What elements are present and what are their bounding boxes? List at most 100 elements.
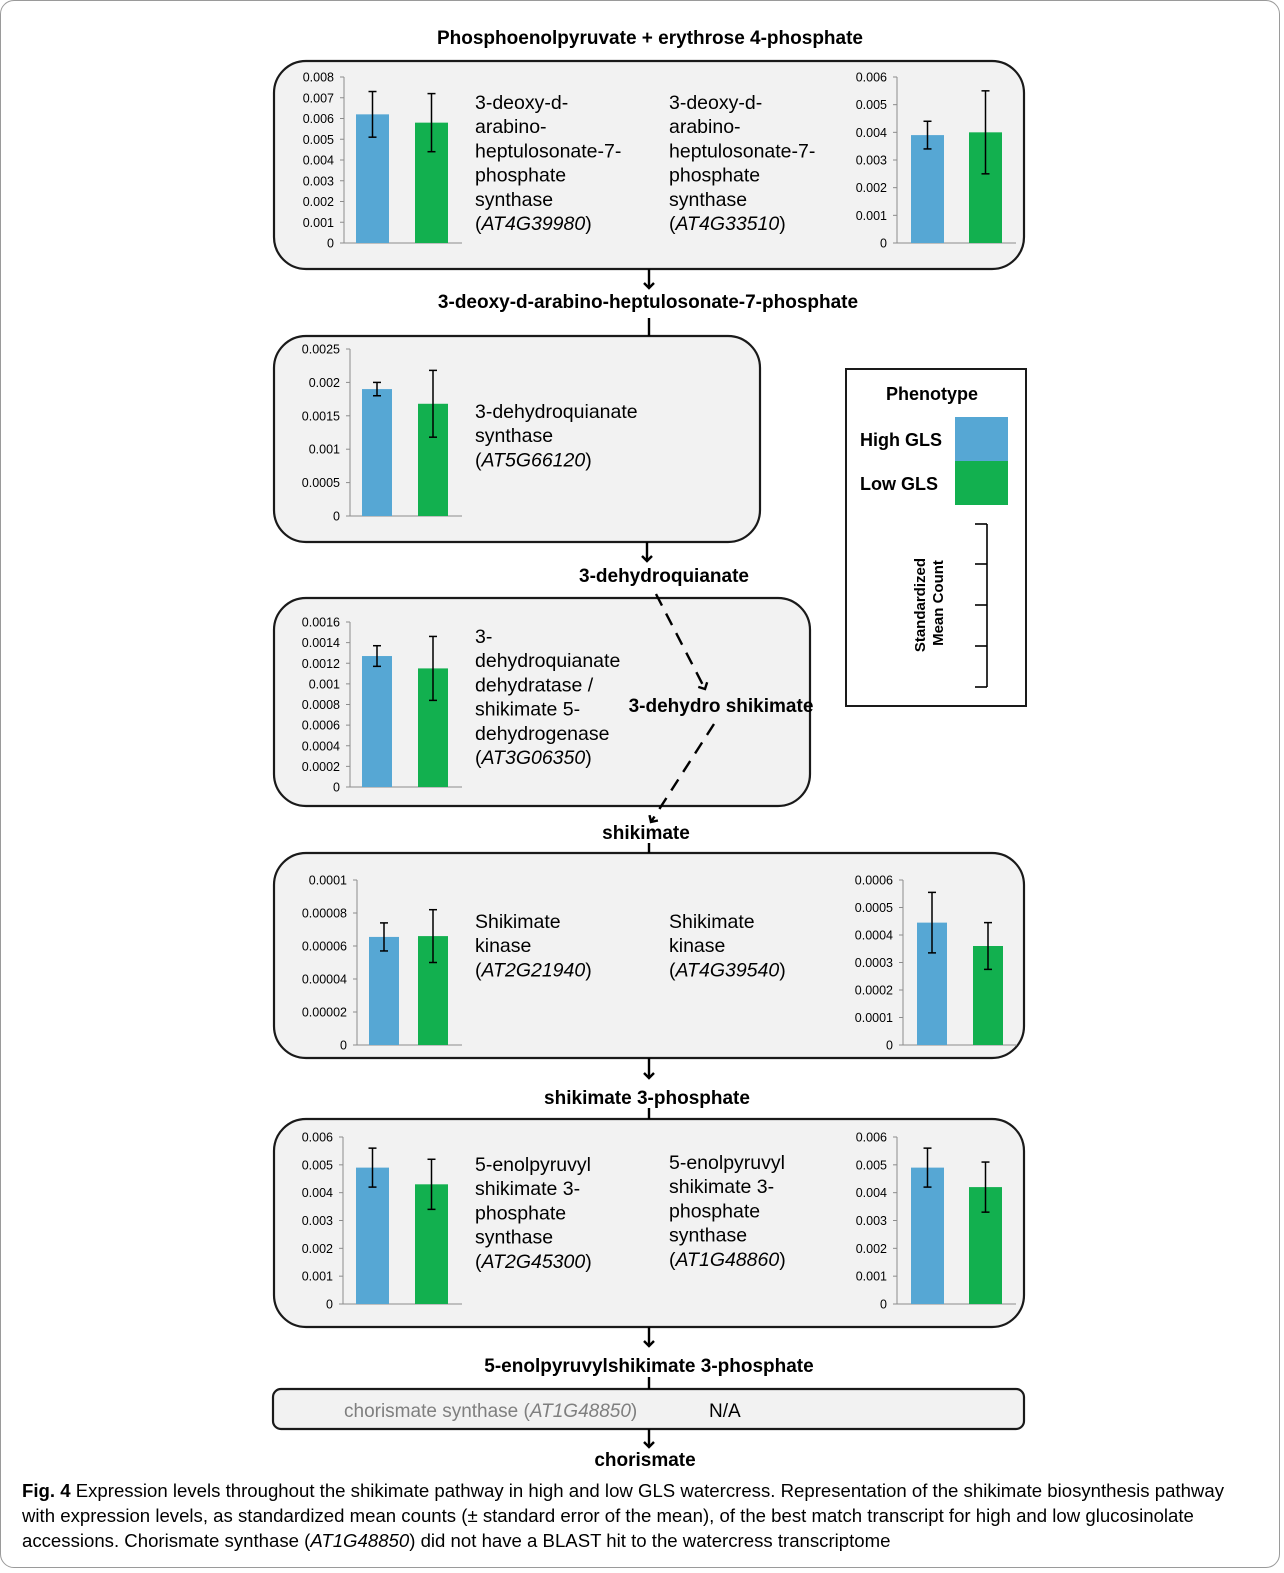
enzyme-name: 3-deoxy-d-arabino-heptulosonate-7-phosph…: [669, 92, 815, 235]
enzyme-name: 5-enolpyruvyl shikimate 3-phosphate syntha…: [475, 1154, 592, 1273]
y-tick-label: 0.001: [303, 216, 334, 230]
panel-dhq-dehydratase: [272, 596, 812, 808]
metabolite-eps3p: 5-enolpyruvylshikimate 3-phosphate: [484, 1356, 813, 1377]
enzyme-label-at5g66120: 3-dehydroquianate synthase (AT5G66120): [475, 401, 638, 471]
chorismate-na-value: N/A: [709, 1401, 741, 1422]
y-tick-label: 0.002: [856, 181, 887, 195]
pathway-arrows: [641, 269, 716, 1449]
y-tick-label: 0.001: [309, 677, 340, 691]
y-tick-label: 0.003: [302, 1214, 333, 1228]
error-bar: [981, 90, 990, 175]
error-bar: [981, 1161, 990, 1213]
enzyme-name: 3-dehydroquianate synthase (AT5G66120): [475, 401, 638, 471]
y-tick-label: 0.0004: [855, 929, 893, 943]
metabolite-labels: Phosphoenolpyruvate + erythrose 4-phosph…: [437, 28, 863, 1470]
y-tick-label: 0.001: [302, 1270, 333, 1284]
error-bar: [429, 908, 437, 964]
y-tick-label: 0.002: [309, 376, 340, 390]
y-tick-label: 0.00002: [302, 1006, 347, 1020]
y-tick-label: 0.001: [856, 209, 887, 223]
y-tick-label: 0.004: [303, 154, 334, 168]
figure-caption: Fig. 4 Expression levels throughout the …: [22, 1478, 1262, 1553]
y-tick-label: 0.003: [856, 1214, 887, 1228]
y-tick-label: 0.0015: [302, 409, 340, 423]
arrow-dhs-to-shikimate: [648, 723, 716, 824]
pathway-diagram: Phosphoenolpyruvate + erythrose 4-phosph…: [271, 28, 1027, 1470]
bar-high-gls: [911, 1167, 944, 1304]
y-tick-label: 0.0001: [309, 874, 347, 888]
y-tick-label: 0.0005: [302, 476, 340, 490]
caption-text-b: ) did not have a BLAST hit to the waterc…: [409, 1530, 891, 1551]
caption-label: Fig. 4: [22, 1480, 71, 1501]
y-tick-label: 0.002: [856, 1242, 887, 1256]
y-tick-label: 0.003: [856, 154, 887, 168]
y-tick-label: 0.004: [856, 126, 887, 140]
y-tick-label: 0: [333, 510, 340, 524]
y-tick-label: 0.00008: [302, 907, 347, 921]
enzyme-panels: [271, 59, 1026, 1431]
enzyme-labels: 3-deoxy-d-arabino-heptulosonate-7-phosph…: [475, 92, 815, 1273]
y-tick-label: 0.0002: [855, 984, 893, 998]
error-bar: [380, 922, 388, 952]
bar-high-gls: [369, 936, 399, 1045]
y-tick-label: 0.005: [856, 1158, 887, 1172]
enzyme-name: 5-enolpyruvyl shikimate 3-phosphate syntha…: [669, 1152, 786, 1271]
error-bar: [984, 921, 992, 971]
error-bar: [429, 635, 437, 702]
bar-high-gls: [362, 656, 392, 787]
y-tick-label: 0.005: [856, 98, 887, 112]
bar-charts: 0 0.001 0.002 0.003 0.004 0.005 0.006 0.007 0.00…: [302, 71, 1017, 1312]
y-tick-label: 0.0014: [302, 636, 340, 650]
legend-title: Phenotype: [886, 384, 978, 404]
y-tick-label: 0.0003: [855, 956, 893, 970]
chart-at4g33510: 0 0.001 0.002 0.003 0.004 0.005 0.006: [856, 71, 1016, 251]
y-tick-label: 0.002: [303, 195, 334, 209]
legend-scale-bracket: [975, 523, 988, 688]
y-tick-label: 0.007: [303, 91, 334, 105]
bar-high-gls: [362, 389, 392, 516]
panel-dhq-synthase: [272, 334, 762, 544]
bar-high-gls: [356, 1167, 389, 1304]
y-tick-label: 0.0004: [302, 739, 340, 753]
y-tick-label: 0: [880, 1298, 887, 1312]
y-tick-label: 0: [880, 237, 887, 251]
y-tick-label: 0.005: [302, 1158, 333, 1172]
chorismate-enzyme-label: chorismate synthase (AT1G48850): [344, 1401, 637, 1422]
enzyme-name: Shikimate kinase (AT4G39540): [669, 911, 786, 981]
metabolite-s3p: shikimate 3-phosphate: [544, 1088, 750, 1109]
y-tick-label: 0.0002: [302, 760, 340, 774]
chart-at2g45300: 0 0.001 0.002 0.003 0.004 0.005 0.006: [302, 1131, 462, 1312]
y-tick-label: 0.0012: [302, 657, 340, 671]
metabolite-shikimate: shikimate: [602, 823, 690, 844]
legend-high-label: High GLS: [860, 430, 942, 450]
legend: Phenotype High GLS Low GLS Standardized …: [845, 368, 1027, 707]
y-tick-label: 0.006: [856, 71, 887, 85]
y-tick-label: 0.008: [303, 71, 334, 85]
y-tick-label: 0.0016: [302, 616, 340, 630]
y-tick-label: 0: [327, 237, 334, 251]
enzyme-name: 3-dehydroquianate dehydratase / shikimate …: [475, 626, 620, 769]
metabolite-dahp: 3-deoxy-d-arabino-heptulosonate-7-phosph…: [438, 292, 858, 313]
y-tick-label: 0.00004: [302, 973, 347, 987]
error-bar: [368, 1147, 377, 1188]
enzyme-name: 3-deoxy-d-arabino-heptulosonate-7-phosph…: [475, 92, 621, 235]
y-tick-label: 0.0008: [302, 698, 340, 712]
error-bar: [923, 1147, 932, 1188]
chart-at4g39540: 0 0.0001 0.0002 0.0003 0.0004 0.0005 0.0006: [855, 874, 1017, 1053]
metabolite-dhq: 3-dehydroquianate: [579, 566, 749, 587]
y-tick-label: 0.002: [302, 1242, 333, 1256]
enzyme-label-at4g33510: 3-deoxy-d-arabino-heptulosonate-7-phosph…: [669, 92, 815, 235]
chart-at5g66120: 0 0.0005 0.001 0.0015 0.002 0.0025: [302, 343, 462, 524]
y-tick-label: 0: [886, 1039, 893, 1053]
legend-high-swatch: [955, 417, 1008, 461]
y-tick-label: 0.0006: [855, 874, 893, 888]
error-bar: [429, 369, 437, 438]
y-tick-label: 0.003: [303, 174, 334, 188]
error-bar: [923, 120, 932, 150]
bar-high-gls: [911, 135, 944, 243]
chart-at3g06350: 0 0.0002 0.0004 0.0006 0.0008 0.001 0.0012 0.00…: [302, 616, 462, 795]
enzyme-label-at4g39540: Shikimate kinase (AT4G39540): [669, 911, 786, 981]
arrow-dhq-to-dhs: [654, 593, 709, 691]
error-bar: [928, 891, 936, 954]
y-tick-label: 0: [333, 781, 340, 795]
